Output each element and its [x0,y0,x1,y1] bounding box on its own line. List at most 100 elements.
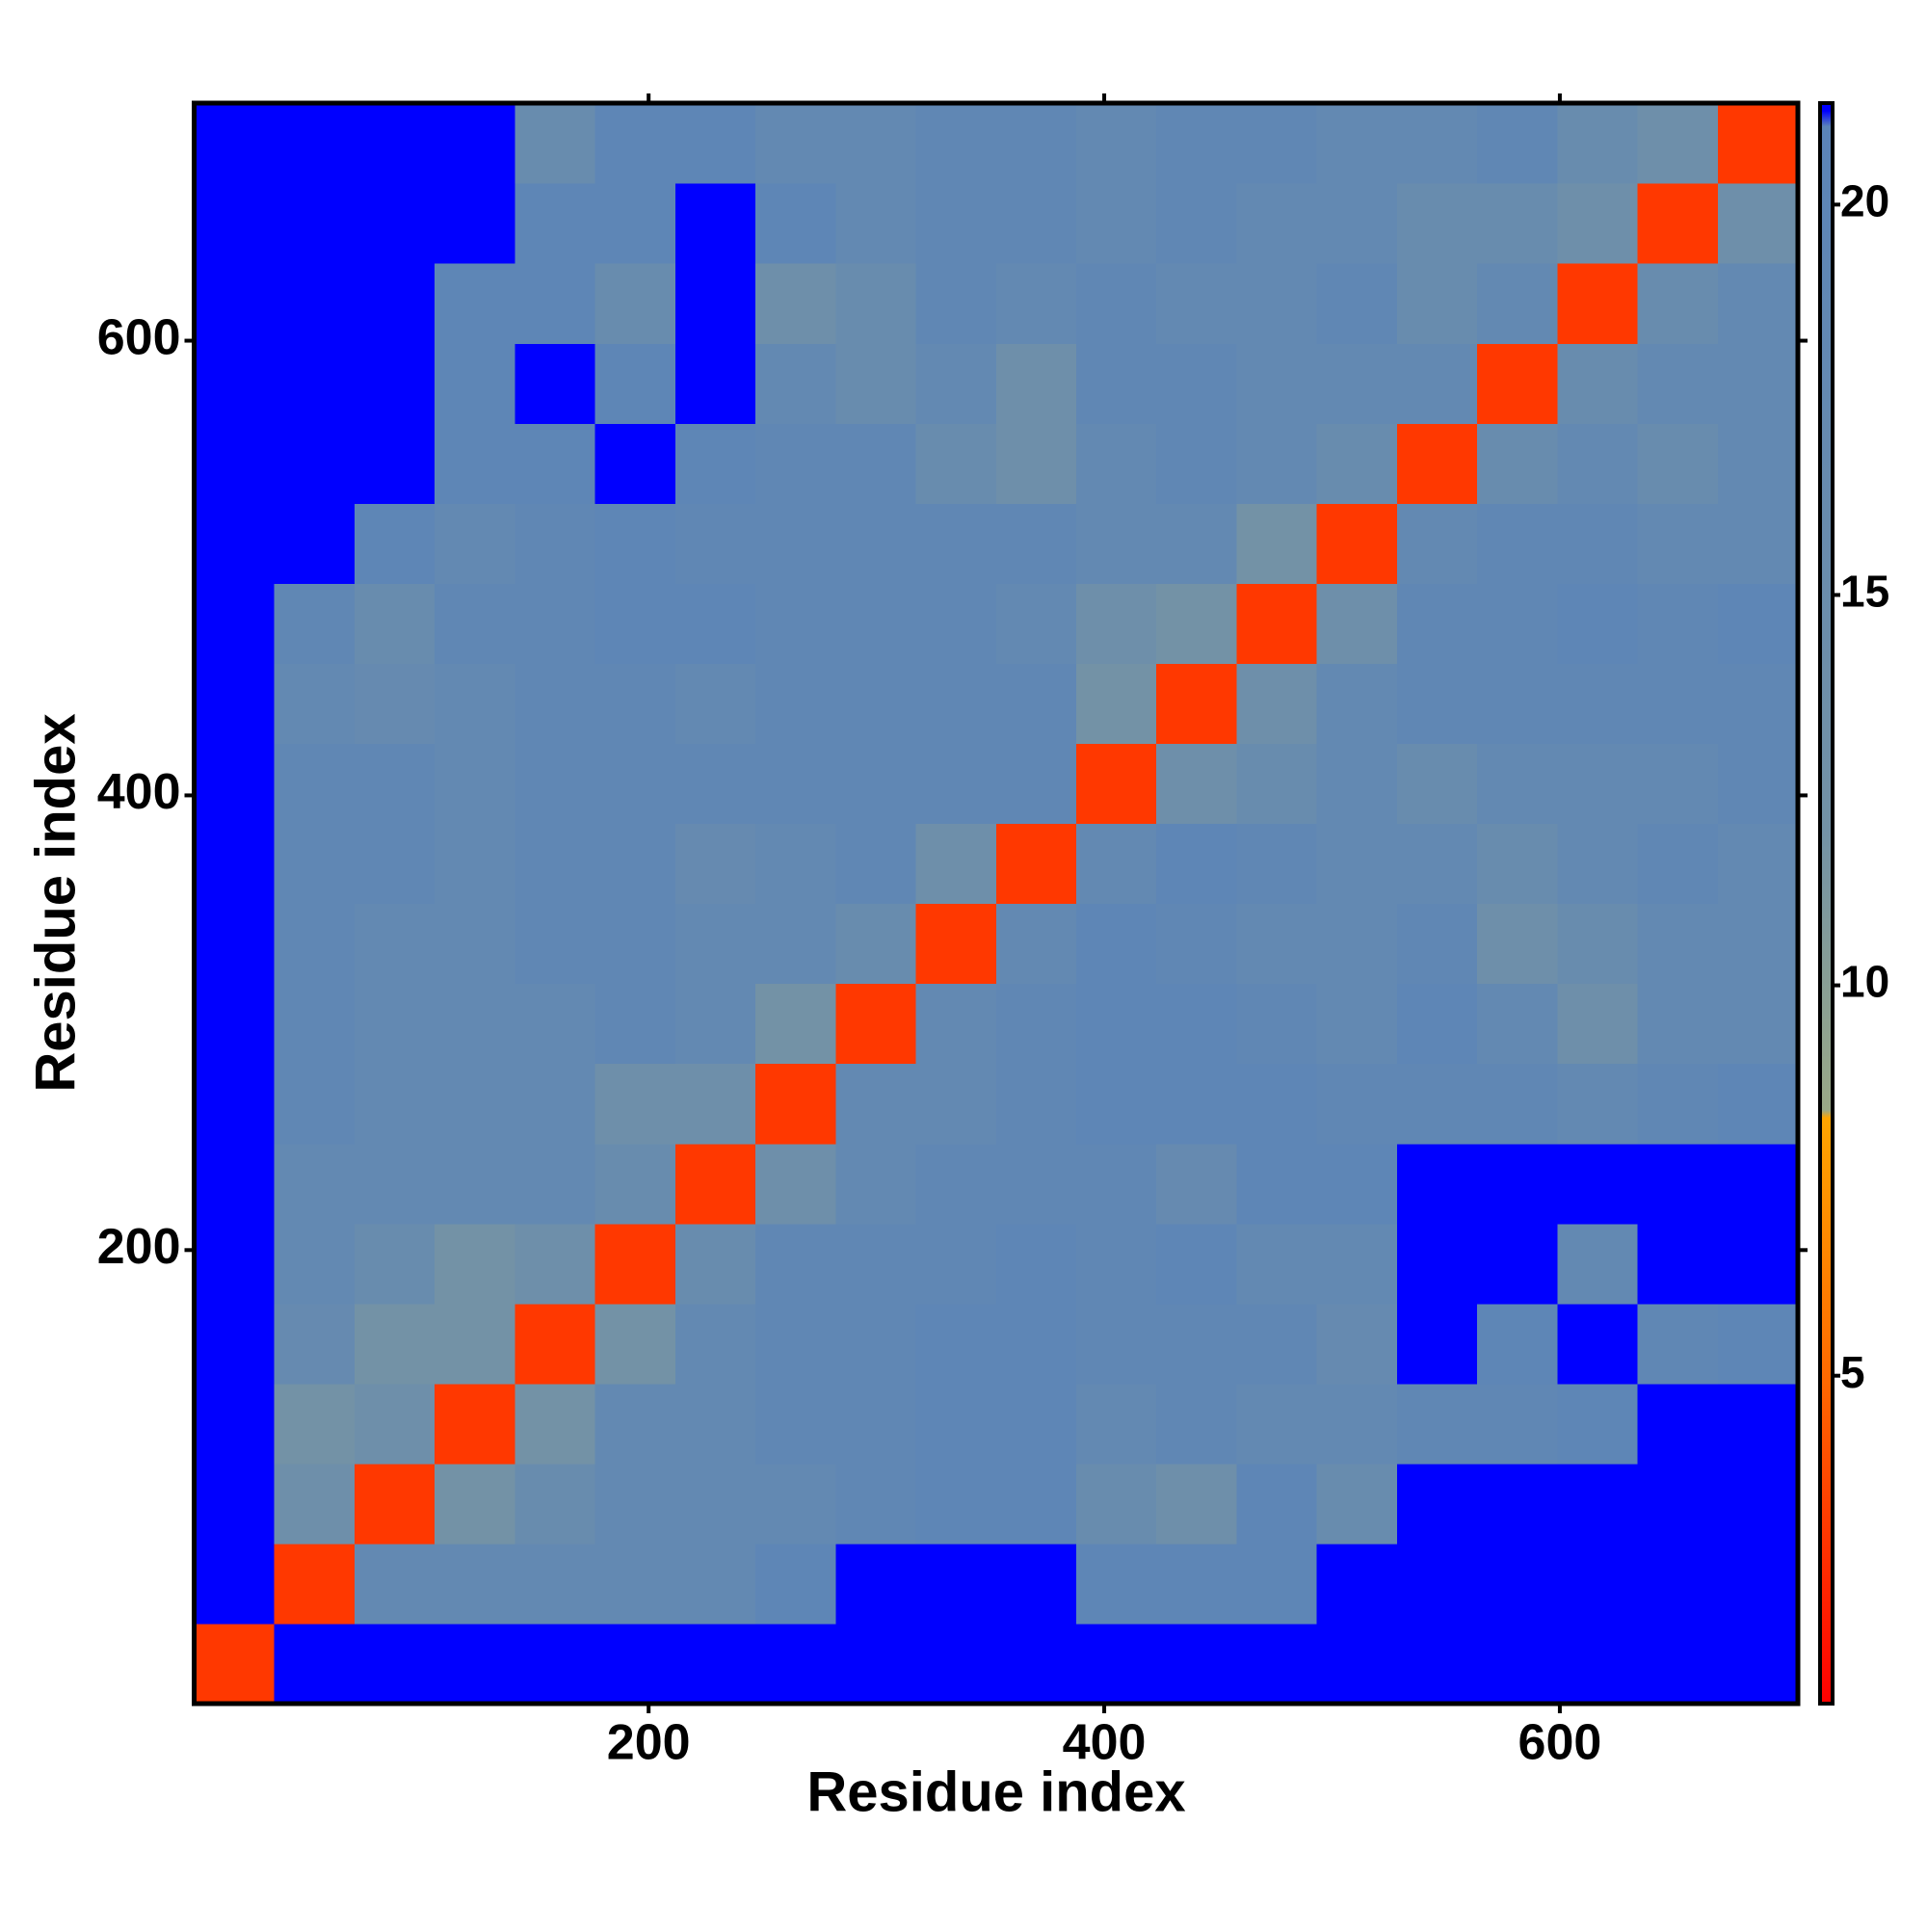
cell [1717,1063,1799,1145]
cell [274,823,356,905]
cell [835,1623,917,1705]
cell [674,503,756,584]
cell [1316,1543,1398,1625]
cell [995,903,1077,985]
cell [674,903,756,985]
cell [1637,423,1719,504]
cell [1477,1063,1558,1145]
cell [674,983,756,1065]
cell [1477,583,1558,664]
cell [995,1463,1077,1545]
cell [354,1543,436,1625]
cell [274,103,356,184]
cell [1075,1223,1157,1305]
cell [1637,823,1719,905]
cell [1717,1303,1799,1385]
cell [1557,1223,1639,1305]
cell [194,503,276,584]
cell [1075,743,1157,825]
cell [274,1543,356,1625]
cell [274,983,356,1065]
cell [674,663,756,744]
cell [1717,823,1799,905]
cell [1557,423,1639,504]
cell [354,983,436,1065]
cell [1075,1063,1157,1145]
cell [674,1303,756,1385]
cell [1717,1463,1799,1545]
cell [1316,1063,1398,1145]
cell [1236,1383,1318,1465]
cell [1557,1623,1639,1705]
cell [1075,1143,1157,1225]
cell [194,1463,276,1545]
cell [594,743,676,825]
cell [835,1543,917,1625]
cell [435,103,515,184]
cell [1557,983,1639,1065]
cell [755,1223,836,1305]
cell [594,1303,676,1385]
cell [594,423,676,504]
cell [594,903,676,985]
cell [755,103,836,184]
cell [755,743,836,825]
cell [1637,503,1719,584]
cell [1717,423,1799,504]
cell [274,583,356,664]
cell [435,743,515,825]
cell [755,1063,836,1145]
cell [1156,343,1238,424]
cell [1637,1303,1719,1385]
colorbar-tick-label: 15 [1840,567,1889,617]
cell [435,903,515,985]
cell [835,583,917,664]
cell [1236,103,1318,184]
cell [1557,903,1639,985]
cell [995,743,1077,825]
cell [194,263,276,344]
cell [515,1543,596,1625]
cell [915,103,997,184]
y-tick-label: 600 [97,309,181,365]
cell [435,503,515,584]
cell [1316,183,1398,264]
cell [1075,1543,1157,1625]
cell [1717,1223,1799,1305]
cell [835,1063,917,1145]
cell [1396,663,1478,744]
cell [1557,503,1639,584]
cell [915,503,997,584]
cell [1637,903,1719,985]
cell [674,1143,756,1225]
cell [354,423,436,504]
cell [674,1623,756,1705]
cell [1637,1223,1719,1305]
cell [1396,1463,1478,1545]
cell [755,423,836,504]
cell [1717,183,1799,264]
cell [594,343,676,424]
plot-frame [192,100,1801,1707]
cell [835,1463,917,1545]
heatmap [194,103,1799,1705]
cell [674,1463,756,1545]
cell [354,503,436,584]
cell [755,903,836,985]
cell [1396,1143,1478,1225]
cell [435,1143,515,1225]
cell [354,823,436,905]
cell [1156,1063,1238,1145]
cell [194,1143,276,1225]
cell [354,1623,436,1705]
cell [674,1543,756,1625]
colorbar [1818,101,1835,1706]
cell [194,1543,276,1625]
cell [194,1303,276,1385]
cell [1236,503,1318,584]
cell [274,903,356,985]
cell [1396,823,1478,905]
cell [915,983,997,1065]
cell [1236,663,1318,744]
cell [1396,103,1478,184]
